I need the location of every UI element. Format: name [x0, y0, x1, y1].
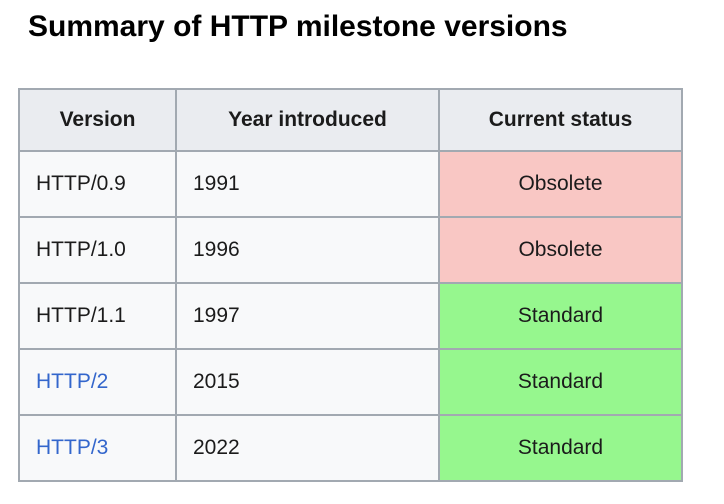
status-cell: Standard [438, 282, 683, 350]
status-cell: Obsolete [438, 150, 683, 218]
status-cell: Standard [438, 414, 683, 482]
header-year-introduced: Year introduced [175, 88, 440, 152]
version-link-http3[interactable]: HTTP/3 [36, 436, 109, 459]
status-cell: Standard [438, 348, 683, 416]
version-cell: HTTP/3 [18, 414, 177, 482]
year-cell: 2015 [175, 348, 440, 416]
table-row: HTTP/1.0 1996 Obsolete [18, 216, 683, 284]
table-row: HTTP/2 2015 Standard [18, 348, 683, 416]
table-row: HTTP/0.9 1991 Obsolete [18, 150, 683, 218]
version-label: HTTP/1.0 [36, 238, 126, 261]
version-link-http2[interactable]: HTTP/2 [36, 370, 109, 393]
version-cell: HTTP/0.9 [18, 150, 177, 218]
table-row: HTTP/1.1 1997 Standard [18, 282, 683, 350]
version-cell: HTTP/1.0 [18, 216, 177, 284]
version-label: HTTP/1.1 [36, 304, 126, 327]
version-cell: HTTP/1.1 [18, 282, 177, 350]
http-versions-table: Version Year introduced Current status H… [18, 88, 683, 482]
table-row: HTTP/3 2022 Standard [18, 414, 683, 482]
year-cell: 2022 [175, 414, 440, 482]
year-cell: 1991 [175, 150, 440, 218]
status-cell: Obsolete [438, 216, 683, 284]
version-cell: HTTP/2 [18, 348, 177, 416]
header-current-status: Current status [438, 88, 683, 152]
table-header-row: Version Year introduced Current status [18, 88, 683, 152]
header-version: Version [18, 88, 177, 152]
version-label: HTTP/0.9 [36, 172, 126, 195]
year-cell: 1996 [175, 216, 440, 284]
page-title: Summary of HTTP milestone versions [28, 10, 568, 43]
year-cell: 1997 [175, 282, 440, 350]
